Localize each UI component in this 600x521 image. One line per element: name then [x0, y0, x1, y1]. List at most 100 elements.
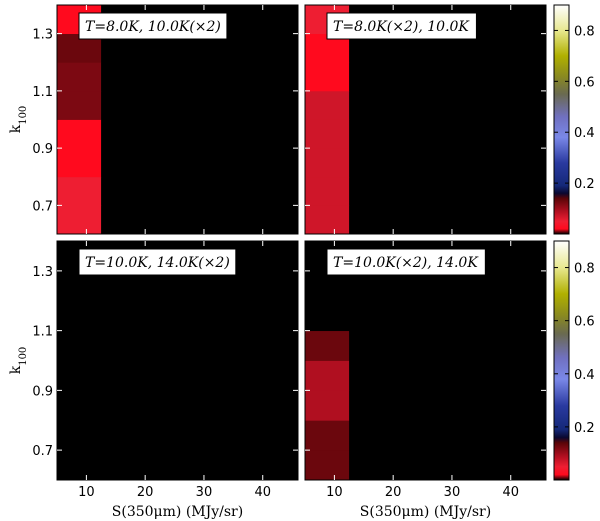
heatmap-cell [277, 300, 299, 332]
heatmap-cell [349, 270, 394, 302]
heatmap-cell [393, 90, 438, 120]
colorbar-tick-label: 0.4 [574, 126, 595, 141]
heatmap-cell [481, 270, 526, 302]
x-tick-label: 40 [254, 485, 271, 500]
heatmap-cell [305, 450, 350, 481]
heatmap-cell [101, 450, 146, 481]
heatmap-cell [437, 300, 482, 332]
panel-2: T=8.0K(×2), 10.0K [304, 4, 547, 235]
heatmap-cell [233, 390, 278, 421]
heatmap-cell [189, 450, 234, 481]
heatmap-cell [189, 119, 234, 149]
heatmap-cell [305, 205, 350, 235]
heatmap-cell [437, 360, 482, 391]
heatmap-cell [277, 33, 299, 63]
heatmap-cell [57, 450, 102, 481]
heatmap-cell [189, 420, 234, 451]
heatmap-cell [437, 90, 482, 120]
y-axis-label: k100 [8, 347, 29, 375]
heatmap-cell [481, 205, 526, 235]
heatmap-cell [305, 420, 350, 451]
colorbar-tick-label: 0.8 [574, 262, 595, 277]
x-tick-label: 10 [78, 485, 95, 500]
heatmap-cell [437, 205, 482, 235]
heatmap-cell [481, 119, 526, 149]
heatmap-cell [145, 360, 190, 391]
panel-title: T=10.0K(×2), 14.0K [333, 255, 479, 271]
heatmap-cell [233, 420, 278, 451]
heatmap-cell [305, 176, 350, 206]
heatmap-cell [481, 300, 526, 332]
heatmap-cell [481, 176, 526, 206]
heatmap-cell [189, 176, 234, 206]
heatmap-cell [437, 450, 482, 481]
heatmap-cell [277, 330, 299, 361]
heatmap-cell [233, 176, 278, 206]
heatmap-cell [305, 360, 350, 391]
heatmap-cell [189, 148, 234, 178]
x-tick-label: 30 [196, 485, 213, 500]
heatmap-cell [349, 360, 394, 391]
heatmap-cell [481, 5, 526, 35]
colorbar-1: 0.2 0.4 0.6 0.8 [553, 4, 595, 235]
heatmap-cell [57, 390, 102, 421]
x-tick-label: 10 [326, 485, 343, 500]
heatmap-cell [101, 148, 146, 178]
heatmap-cell [145, 270, 190, 302]
heatmap-cell [305, 90, 350, 120]
heatmap-cell [145, 330, 190, 361]
heatmap-cell [101, 330, 146, 361]
heatmap-cell [277, 420, 299, 451]
y-tick-label: 0.9 [32, 142, 53, 157]
heatmap-cell [349, 90, 394, 120]
heatmap-cell [145, 450, 190, 481]
colorbar-tick-label: 0.8 [574, 24, 595, 39]
heatmap-cell [349, 330, 394, 361]
x-tick-label: 40 [502, 485, 519, 500]
heatmap-cell [349, 176, 394, 206]
heatmap-cell [481, 62, 526, 92]
heatmap-cell [349, 148, 394, 178]
panel-title-box: T=8.0K(×2), 10.0K [326, 12, 477, 40]
heatmap-cell [305, 300, 350, 332]
heatmap-cell [437, 148, 482, 178]
heatmap-cell [57, 176, 102, 206]
panel-1: T=8.0K, 10.0K(×2) [56, 4, 299, 235]
heatmap-cell [393, 119, 438, 149]
heatmap-cell [393, 176, 438, 206]
heatmap-cell [57, 360, 102, 391]
heatmap-cell [57, 148, 102, 178]
panel-4: T=10.0K(×2), 14.0K [304, 240, 547, 481]
y-tick-label: 1.3 [32, 28, 53, 43]
panel-title-box: T=8.0K, 10.0K(×2) [78, 12, 228, 40]
heatmap-cell [57, 119, 102, 149]
heatmap-cell [277, 62, 299, 92]
heatmap-cell [305, 62, 350, 92]
heatmap-cell [277, 270, 299, 302]
y-tick-label: 1.3 [32, 265, 53, 280]
heatmap-cell [277, 176, 299, 206]
heatmap-cell [393, 420, 438, 451]
heatmap-cell [393, 270, 438, 302]
heatmap-cell [437, 330, 482, 361]
heatmap-cell [525, 390, 547, 421]
heatmap-cell [277, 205, 299, 235]
heatmap-cell [305, 390, 350, 421]
panel-3: T=10.0K, 14.0K(×2) [56, 240, 299, 481]
heatmap-cell [481, 330, 526, 361]
heatmap-cell [233, 119, 278, 149]
heatmap-cell [305, 270, 350, 302]
heatmap-cell [525, 33, 547, 63]
panel-frame [56, 4, 299, 235]
heatmap-cell [481, 90, 526, 120]
heatmap-cell [233, 270, 278, 302]
heatmap-cell [101, 420, 146, 451]
heatmap-cell [101, 390, 146, 421]
heatmap-cell [349, 420, 394, 451]
heatmap-cell [437, 62, 482, 92]
heatmap-cell [481, 33, 526, 63]
heatmap-cell [57, 330, 102, 361]
heatmap-cell [57, 62, 102, 92]
heatmap-cell [145, 300, 190, 332]
